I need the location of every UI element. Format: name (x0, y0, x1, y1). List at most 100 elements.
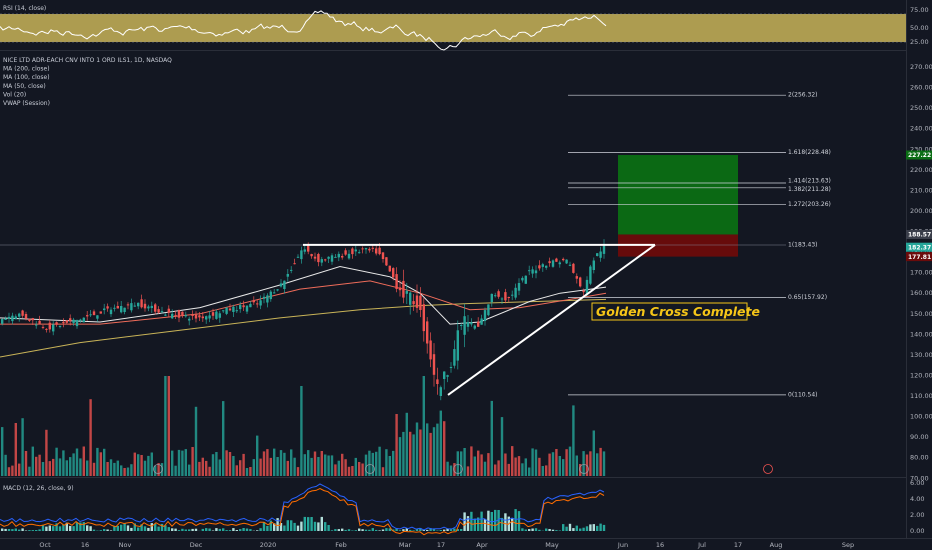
macd-histogram-bar (415, 528, 419, 531)
macd-histogram-bar (358, 528, 361, 531)
candle-body (354, 249, 357, 252)
candle-body (555, 258, 558, 262)
candle-body (307, 244, 310, 252)
macd-histogram-bar (453, 528, 456, 531)
macd-histogram-bar (388, 528, 391, 531)
time-axis-label: Nov (119, 541, 132, 549)
volume-bar (426, 423, 429, 476)
candle-body (398, 287, 402, 291)
volume-bar (273, 448, 276, 476)
macd-histogram-bar (99, 530, 102, 531)
candle-body (548, 261, 551, 264)
macd-histogram-bar (375, 529, 378, 531)
macd-histogram-bar (483, 518, 487, 531)
candle-body (494, 295, 497, 297)
volume-bar (201, 457, 204, 476)
macd-histogram-bar (429, 528, 432, 531)
price-tick-label: 150.00 (910, 310, 932, 318)
volume-bar (395, 414, 398, 476)
fib-level-label: 0.65(157.92) (788, 294, 827, 301)
candle-body (317, 254, 320, 263)
macd-histogram-bar (528, 529, 531, 531)
time-axis-label: Oct (39, 541, 51, 549)
macd-histogram-bar (392, 529, 395, 531)
macd-histogram-bar (167, 527, 170, 531)
volume-bar (242, 453, 245, 476)
volume-bar (470, 446, 473, 476)
volume-bar (300, 386, 303, 476)
candle-body (300, 250, 303, 260)
macd-histogram-bar (266, 526, 269, 531)
candle-body (565, 259, 568, 264)
macd-histogram-bar (589, 524, 592, 531)
macd-histogram-bar (41, 525, 45, 531)
candle-body (140, 299, 143, 308)
candle-body (460, 325, 463, 326)
macd-histogram-bar (154, 523, 157, 531)
candle-body (167, 308, 170, 313)
candle-body (473, 325, 476, 329)
volume-bar (307, 450, 310, 476)
price-tag-text: 182.37 (908, 244, 931, 251)
macd-histogram-bar (276, 518, 279, 531)
fib-level-label: 1.272(203.26) (788, 201, 831, 208)
candle-body (337, 253, 340, 258)
macd-histogram-bar (293, 522, 296, 531)
volume-bar (82, 446, 85, 476)
candle-body (82, 317, 85, 323)
volume-bar (443, 421, 446, 476)
macd-histogram-bar (351, 530, 354, 531)
volume-bar (167, 376, 170, 476)
rsi-tick: 25.00 (910, 38, 929, 46)
macd-histogram-bar (524, 529, 527, 531)
macd-histogram-bar (599, 523, 602, 531)
volume-bar (402, 431, 405, 476)
price-legend-item: MA (100, close) (3, 74, 50, 81)
macd-histogram-bar (194, 528, 198, 531)
candle-body (324, 259, 327, 261)
price-tick-label: 160.00 (910, 289, 932, 297)
candle-body (86, 315, 89, 317)
volume-bar (456, 451, 459, 476)
macd-histogram-bar (443, 529, 446, 531)
candle-body (446, 375, 449, 377)
annotation-text: Golden Cross Complete (596, 304, 760, 319)
macd-histogram-bar (65, 522, 68, 531)
volume-bar (38, 454, 41, 476)
macd-histogram-bar (327, 525, 330, 531)
candle-body (103, 308, 106, 311)
candle-body (568, 264, 572, 266)
volume-bar (205, 460, 208, 476)
macd-histogram-bar (337, 529, 340, 531)
volume-bar (555, 449, 558, 476)
macd-histogram-bar (160, 523, 164, 531)
volume-bar (79, 458, 82, 476)
volume-bar (24, 451, 28, 476)
macd-histogram-bar (330, 530, 334, 531)
volume-bar (385, 449, 388, 476)
macd-histogram-bar (364, 529, 368, 531)
position-profit-zone (618, 155, 738, 235)
candle-body (439, 387, 442, 396)
volume-bar (31, 446, 34, 476)
volume-bar (235, 465, 238, 476)
macd-histogram-bar (48, 525, 51, 531)
macd-histogram-bar (150, 523, 153, 531)
macd-histogram-bar (222, 528, 225, 531)
volume-bar (113, 462, 116, 476)
volume-bar (55, 447, 58, 476)
fib-level-label: 1.382(211.28) (788, 186, 831, 193)
volume-bar (62, 450, 65, 476)
macd-histogram-bar (269, 520, 272, 531)
macd-histogram-bar (55, 523, 58, 531)
macd-histogram-bar (446, 528, 449, 531)
price-tick-label: 140.00 (910, 330, 932, 338)
macd-histogram-bar (181, 528, 184, 531)
candle-body (232, 306, 235, 312)
rsi-tick: 75.00 (910, 6, 929, 14)
candle-body (592, 260, 595, 270)
candle-body (524, 275, 527, 284)
volume-bar (58, 458, 62, 476)
